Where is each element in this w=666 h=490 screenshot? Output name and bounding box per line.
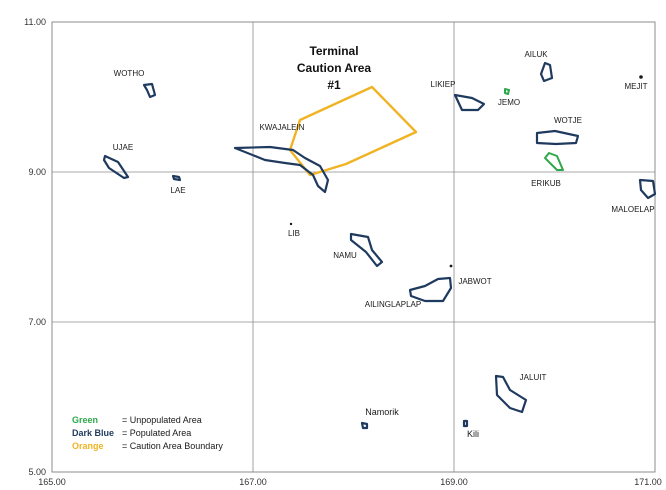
label-kili: Kili: [467, 429, 479, 439]
y-tick-9: 9.00: [28, 167, 46, 177]
caution-area-boundary: [288, 85, 418, 177]
legend: Green = Unpopulated Area Dark Blue = Pop…: [72, 415, 223, 451]
label-lib: LIB: [288, 229, 300, 238]
atoll-jabwot: [449, 264, 453, 268]
label-mejit: MEJIT: [624, 82, 647, 91]
atoll-ailinglaplap: [408, 276, 453, 303]
atoll-kwajalein: [233, 145, 330, 194]
label-namorik: Namorik: [365, 407, 399, 417]
label-wotje: WOTJE: [554, 116, 582, 125]
y-tick-7: 7.00: [28, 317, 46, 327]
label-maloelap: MALOELAP: [611, 205, 654, 214]
label-likiep: LIKIEP: [431, 80, 456, 89]
x-tick-169: 169.00: [440, 477, 468, 487]
legend-orange-key: Orange: [72, 441, 104, 451]
label-kwajalein: KWAJALEIN: [259, 123, 304, 132]
x-tick-167: 167.00: [239, 477, 267, 487]
legend-green-key: Green: [72, 415, 98, 425]
caution-title-line2: Caution Area: [297, 61, 372, 75]
label-jaluit: JALUIT: [520, 373, 547, 382]
legend-blue-key: Dark Blue: [72, 428, 114, 438]
atoll-ailuk: [539, 61, 554, 83]
label-wotho: WOTHO: [114, 69, 145, 78]
x-tick-171: 171.00: [634, 477, 662, 487]
x-tick-165: 165.00: [38, 477, 66, 487]
atoll-mejit: [639, 75, 643, 79]
atoll-erikub: [544, 152, 564, 171]
caution-title-line1: Terminal: [309, 44, 358, 58]
legend-green-value: = Unpopulated Area: [122, 415, 202, 425]
label-namu: NAMU: [333, 251, 357, 260]
atoll-maloelap: [638, 178, 657, 200]
legend-blue-value: = Populated Area: [122, 428, 191, 438]
atoll-jemo: [504, 88, 510, 95]
y-tick-5: 5.00: [28, 467, 46, 477]
atoll-lae: [171, 174, 182, 182]
atoll-namu: [349, 232, 384, 268]
label-ailuk: AILUK: [524, 50, 548, 59]
caution-title-line3: #1: [327, 78, 341, 92]
atoll-namorik: [360, 421, 369, 430]
label-ailinglaplap: AILINGLAPLAP: [365, 300, 421, 309]
label-jemo: JEMO: [498, 98, 520, 107]
label-ujae: UJAE: [113, 143, 133, 152]
atoll-likiep: [453, 93, 486, 112]
atoll-jaluit: [494, 374, 528, 414]
atoll-wotje: [535, 129, 580, 146]
atoll-wotho: [142, 82, 157, 99]
label-lae: LAE: [170, 186, 185, 195]
atoll-lib: [289, 222, 293, 226]
atoll-kili: [462, 419, 469, 428]
map-frame: [51, 21, 656, 473]
legend-orange-value: = Caution Area Boundary: [122, 441, 223, 451]
y-tick-11: 11.00: [24, 17, 46, 27]
atoll-ujae: [102, 154, 130, 180]
label-jabwot: JABWOT: [458, 277, 491, 286]
label-erikub: ERIKUB: [531, 179, 561, 188]
